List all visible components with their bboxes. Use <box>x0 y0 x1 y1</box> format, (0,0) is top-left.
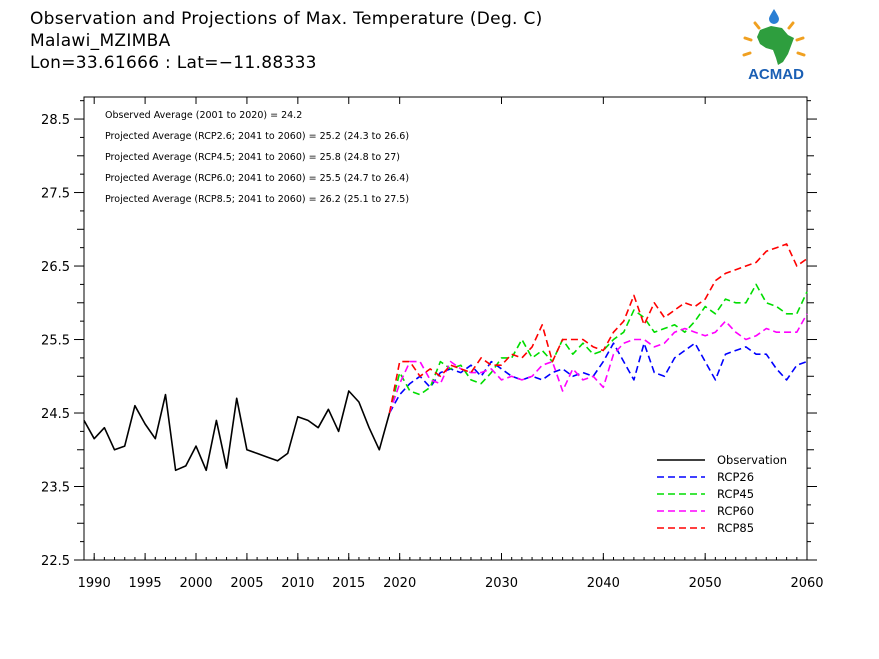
legend-label-observation: Observation <box>717 453 787 467</box>
x-tick-label: 2010 <box>281 576 314 591</box>
chart-annotations: Observed Average (2001 to 2020) = 24.2 P… <box>105 110 409 205</box>
series-line-rcp45 <box>388 283 808 414</box>
y-tick-label: 27.5 <box>41 187 70 202</box>
y-tick-label: 23.5 <box>41 481 70 496</box>
chart-title: Observation and Projections of Max. Temp… <box>30 9 543 29</box>
plot-frame <box>83 96 808 561</box>
annotation-line: Projected Average (RCP4.5; 2041 to 2060)… <box>105 152 400 163</box>
x-tick-label: 2050 <box>689 576 722 591</box>
annotation-line: Observed Average (2001 to 2020) = 24.2 <box>105 110 302 121</box>
x-tick-label: 2020 <box>383 576 416 591</box>
africa-icon <box>757 26 794 65</box>
series-line-rcp85 <box>388 243 808 414</box>
x-tick-label: 1995 <box>129 576 162 591</box>
series-layer <box>83 243 808 472</box>
series-line-rcp60 <box>388 313 808 414</box>
y-tick-label: 25.5 <box>41 334 70 349</box>
annotation-line: Projected Average (RCP6.0; 2041 to 2060)… <box>105 173 409 184</box>
coordinates: Lon=33.61666 : Lat=−11.88333 <box>30 53 317 73</box>
logo-text: ACMAD <box>748 66 804 83</box>
legend-label-rcp45: RCP45 <box>717 487 754 501</box>
x-tick-label: 2030 <box>485 576 518 591</box>
y-tick-label: 26.5 <box>41 260 70 275</box>
x-tick-label: 2060 <box>790 576 823 591</box>
africa-map-logo: ACMAD <box>742 9 806 83</box>
x-tick-label: 1990 <box>78 576 111 591</box>
annotation-line: Projected Average (RCP2.6; 2041 to 2060)… <box>105 131 409 142</box>
legend: Observation RCP26 RCP45 RCP60 RCP85 <box>657 453 787 535</box>
station-name: Malawi_MZIMBA <box>30 31 171 51</box>
x-tick-label: 2015 <box>332 576 365 591</box>
y-tick-label: 24.5 <box>41 407 70 422</box>
annotation-line: Projected Average (RCP8.5; 2041 to 2060)… <box>105 194 409 205</box>
water-drop-icon <box>769 9 779 24</box>
x-tick-label: 2000 <box>179 576 212 591</box>
legend-label-rcp85: RCP85 <box>717 521 754 535</box>
series-line-rcp26 <box>388 342 808 414</box>
legend-label-rcp60: RCP60 <box>717 504 754 518</box>
y-tick-label: 22.5 <box>41 554 70 569</box>
x-tick-label: 2040 <box>587 576 620 591</box>
series-line-observation <box>83 390 391 472</box>
legend-label-rcp26: RCP26 <box>717 470 754 484</box>
chart-axes: 1990 1995 2000 2005 2010 2015 2020 2030 2040 2050… <box>41 96 824 591</box>
x-tick-label: 2005 <box>230 576 263 591</box>
y-tick-label: 28.5 <box>41 113 70 128</box>
